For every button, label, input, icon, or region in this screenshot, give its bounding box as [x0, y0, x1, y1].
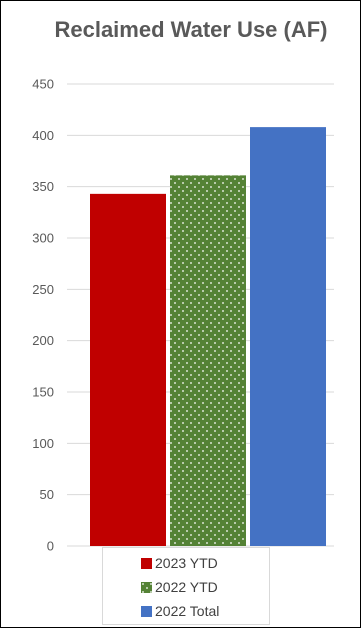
y-tick-label-300: 300: [32, 231, 54, 246]
chart-title: Reclaimed Water Use (AF): [54, 17, 328, 42]
y-tick-label-0: 0: [47, 539, 54, 554]
y-tick-label-450: 450: [32, 77, 54, 92]
y-tick-label-150: 150: [32, 385, 54, 400]
legend-label-2022-total: 2022 Total: [155, 603, 220, 619]
legend-item-2022-ytd: 2022 YTD: [141, 576, 218, 598]
legend-label-2022-ytd: 2022 YTD: [155, 579, 218, 595]
legend-swatch-2022-ytd: [141, 581, 152, 593]
legend-item-2023-ytd: 2023 YTD: [141, 552, 218, 574]
bar-2022-ytd: [170, 175, 246, 546]
y-tick-label-350: 350: [32, 179, 54, 194]
y-tick-label-50: 50: [40, 487, 54, 502]
bar-2022-total: [250, 127, 326, 547]
y-tick-label-400: 400: [32, 128, 54, 143]
legend: 2023 YTD 2022 YTD 2022 Total: [102, 547, 270, 625]
y-tick-label-100: 100: [32, 436, 54, 451]
legend-swatch-2023-ytd: [141, 557, 152, 569]
y-tick-label-250: 250: [32, 282, 54, 297]
y-axis-tick-labels: 0 50 100 150 200 250 300 350 400 450: [32, 77, 54, 554]
bar-2023-ytd: [90, 193, 166, 546]
bars: [90, 127, 326, 547]
legend-swatch-2022-total: [141, 605, 152, 617]
y-tick-label-200: 200: [32, 333, 54, 348]
legend-item-2022-total: 2022 Total: [141, 600, 219, 622]
legend-label-2023-ytd: 2023 YTD: [155, 555, 218, 571]
